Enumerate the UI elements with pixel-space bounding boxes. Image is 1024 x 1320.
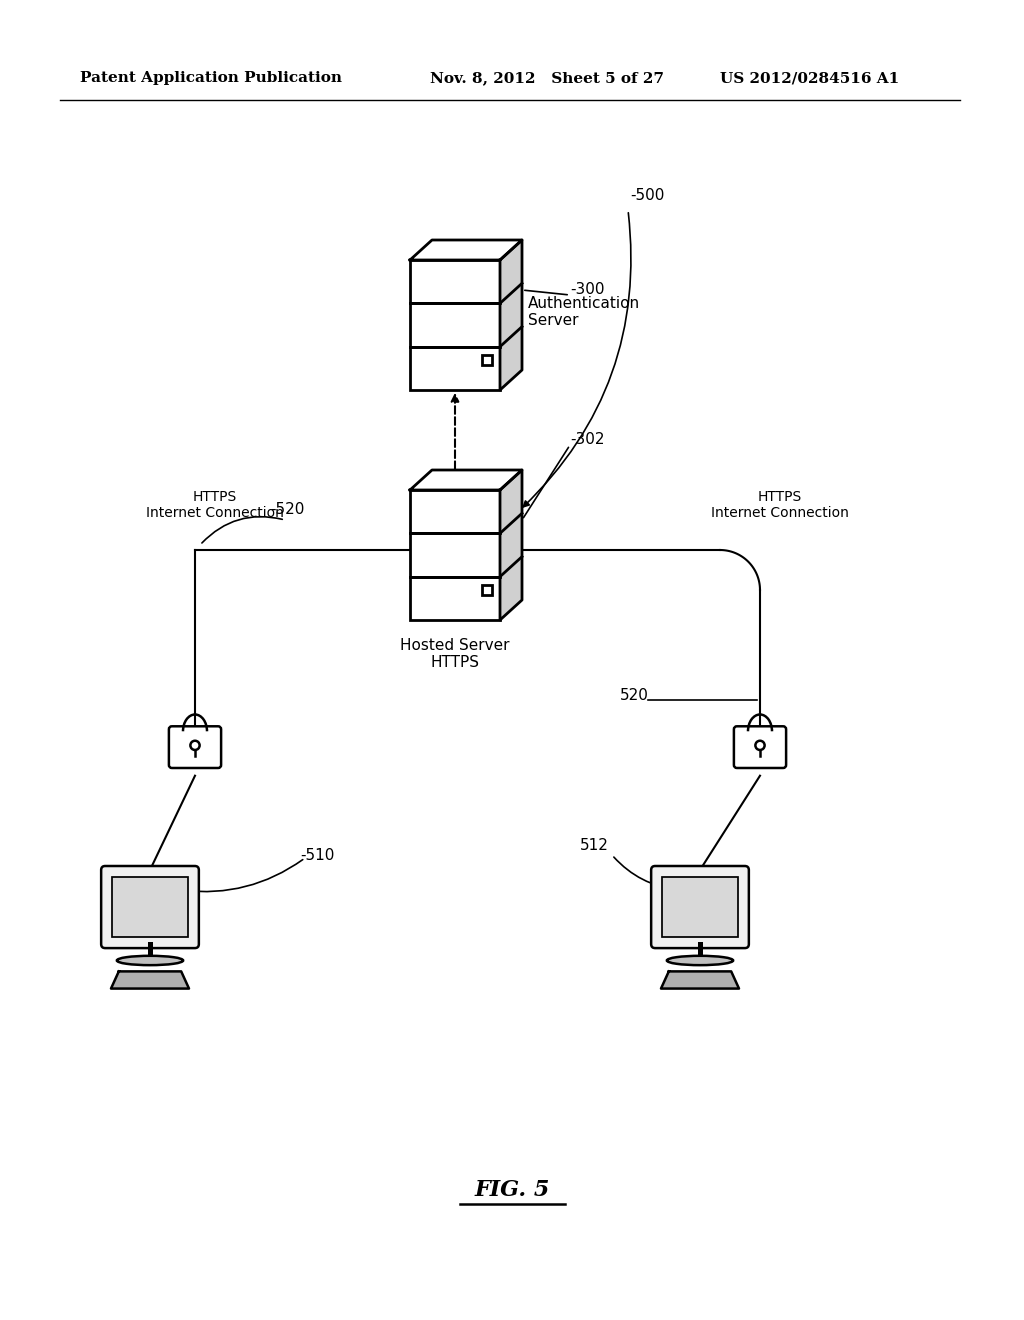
Text: HTTPS
Internet Connection: HTTPS Internet Connection [146,490,284,520]
Text: -300: -300 [570,282,604,297]
Polygon shape [410,240,522,260]
Bar [482,355,492,364]
FancyBboxPatch shape [101,866,199,948]
Bar [113,876,187,937]
Text: 520: 520 [620,688,649,702]
Text: US 2012/0284516 A1: US 2012/0284516 A1 [720,71,899,84]
Text: Patent Application Publication: Patent Application Publication [80,71,342,84]
Bar [410,490,500,533]
Bar [410,304,500,347]
Bar [482,585,492,595]
Text: FIG. 5: FIG. 5 [474,1179,550,1201]
Polygon shape [500,240,522,389]
Ellipse shape [667,956,733,965]
FancyBboxPatch shape [734,726,786,768]
FancyBboxPatch shape [651,866,749,948]
Text: Authentication
Server: Authentication Server [528,296,640,329]
Text: HTTPS
Internet Connection: HTTPS Internet Connection [711,490,849,520]
Text: -500: -500 [630,187,665,202]
Bar [410,260,500,304]
Bar [410,533,500,577]
Bar [663,876,738,937]
Text: -520: -520 [270,503,304,517]
Polygon shape [500,470,522,620]
Polygon shape [410,470,522,490]
Text: -510: -510 [300,847,335,862]
Polygon shape [111,972,189,989]
Text: 512: 512 [580,837,609,853]
Bar [410,347,500,389]
Text: Hosted Server
HTTPS: Hosted Server HTTPS [400,638,510,671]
Bar [410,577,500,620]
Polygon shape [662,972,739,989]
FancyBboxPatch shape [169,726,221,768]
Ellipse shape [117,956,183,965]
Text: Nov. 8, 2012   Sheet 5 of 27: Nov. 8, 2012 Sheet 5 of 27 [430,71,664,84]
Text: -302: -302 [570,433,604,447]
